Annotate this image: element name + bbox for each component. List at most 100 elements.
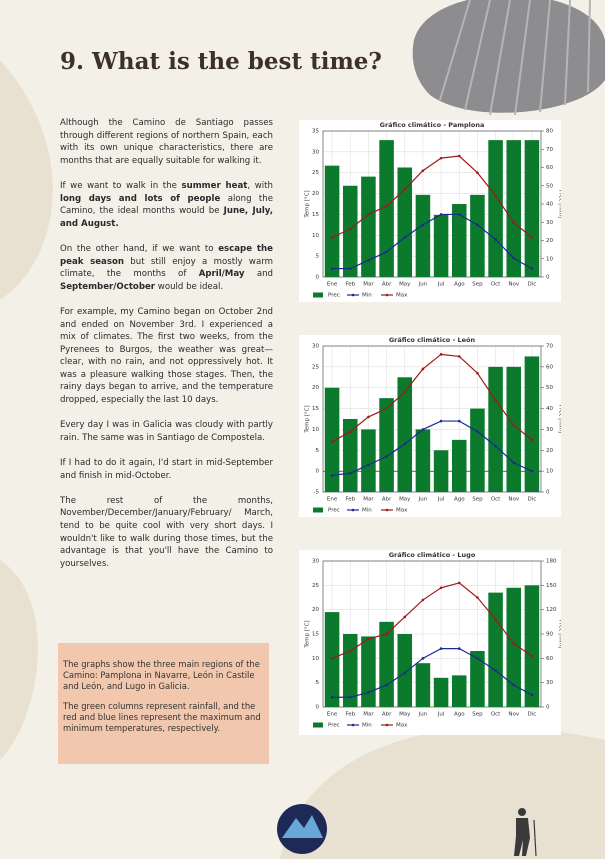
point [494, 398, 497, 402]
y-tick-label: 25 [312, 364, 319, 370]
text-run: If I had to do it again, I'd start in mi… [60, 458, 273, 481]
y-tick-label: 25 [312, 583, 319, 589]
point [457, 213, 461, 216]
y-tick-label: 15 [312, 212, 319, 218]
point [330, 657, 334, 660]
bar [342, 185, 358, 277]
y2-axis-label: Prec [mm] [558, 405, 562, 434]
y2-tick-label: 10 [546, 469, 553, 475]
x-tick-label: Oct [491, 282, 501, 288]
legend-label: Prec [328, 293, 340, 299]
bar [324, 165, 340, 277]
y2-tick-label: 60 [546, 656, 553, 662]
y2-tick-label: 60 [546, 364, 553, 370]
plot-frame [322, 560, 542, 708]
point [367, 259, 370, 262]
point [439, 156, 443, 160]
point [439, 647, 443, 650]
y2-tick-label: 70 [546, 344, 553, 350]
legend-swatch [351, 293, 355, 297]
point [330, 695, 334, 699]
bold-text: June, July, and August. [60, 206, 273, 229]
y-tick-label: 15 [312, 406, 319, 412]
point [476, 171, 479, 175]
y-tick-label: 5 [316, 448, 320, 454]
point [530, 438, 534, 442]
bar [361, 176, 376, 277]
legend-swatch [313, 722, 323, 728]
bar [415, 429, 431, 492]
y-tick-label: 5 [316, 254, 320, 260]
x-tick-label: Feb [345, 282, 355, 288]
chart-title: Gráfico climático - León [389, 336, 476, 344]
y-tick-label: 30 [312, 344, 319, 350]
line [331, 582, 533, 659]
point [403, 615, 407, 619]
paragraph: Every day I was in Galicia was cloudy wi… [60, 419, 273, 444]
x-tick-label: Ago [454, 497, 465, 503]
point [421, 223, 425, 227]
heading: 9. What is the best time? [60, 48, 382, 75]
x-tick-label: Jul [437, 712, 445, 718]
y2-tick-label: 40 [546, 202, 553, 208]
bold-text: escape the peak season [60, 243, 273, 267]
x-tick-label: Sep [472, 712, 483, 718]
y2-tick-label: 30 [546, 220, 553, 226]
point [476, 371, 479, 375]
y2-tick-label: 90 [546, 632, 553, 638]
line [332, 648, 533, 698]
y2-tick-label: 0 [546, 275, 550, 281]
x-tick-label: Dic [528, 497, 537, 503]
bar [506, 366, 522, 492]
y2-tick-label: 40 [546, 406, 553, 412]
x-tick-label: May [399, 497, 411, 503]
y-tick-label: 0 [316, 275, 320, 281]
line [331, 155, 533, 238]
bar [361, 636, 376, 707]
bar [415, 194, 431, 277]
y2-tick-label: 50 [546, 183, 553, 189]
x-tick-label: Dic [528, 282, 537, 288]
x-tick-label: Jun [418, 282, 428, 288]
point [512, 221, 516, 225]
text-run: If we want to walk in the [60, 180, 182, 191]
y-tick-label: 25 [312, 170, 319, 176]
shell-icon [412, 0, 605, 116]
legend-label: Min [362, 293, 372, 299]
point [330, 236, 334, 239]
paragraph: The rest of the months, November/Decembe… [60, 495, 273, 571]
point [457, 647, 461, 650]
point [494, 618, 497, 621]
y2-tick-label: 0 [546, 490, 550, 496]
bar [488, 366, 503, 492]
y-tick-label: 10 [312, 427, 319, 433]
legend-swatch [313, 292, 323, 298]
note-box: The graphs show the three main regions o… [58, 643, 269, 764]
bg-shape [280, 727, 605, 859]
line [332, 213, 533, 270]
legend-label: Min [362, 723, 372, 729]
point [530, 693, 534, 697]
y-tick-label: 10 [312, 233, 319, 239]
bar [524, 140, 540, 277]
point [476, 223, 479, 227]
bold-text: April/May [198, 269, 245, 280]
y2-tick-label: 0 [546, 705, 550, 711]
x-tick-label: Ene [327, 497, 338, 503]
y2-tick-label: 80 [546, 129, 553, 135]
bar [506, 587, 522, 707]
x-tick-label: Jul [437, 497, 445, 503]
point [457, 419, 461, 423]
point [476, 430, 479, 433]
point [403, 236, 407, 239]
point [439, 586, 443, 590]
bar [415, 663, 431, 707]
point [439, 213, 443, 216]
legend-swatch [385, 293, 389, 297]
x-tick-label: Abr [382, 282, 392, 288]
x-tick-label: Feb [345, 497, 355, 503]
x-tick-label: Jun [418, 497, 428, 503]
bar [397, 167, 413, 277]
y2-tick-label: 10 [546, 256, 553, 262]
point [457, 154, 461, 158]
